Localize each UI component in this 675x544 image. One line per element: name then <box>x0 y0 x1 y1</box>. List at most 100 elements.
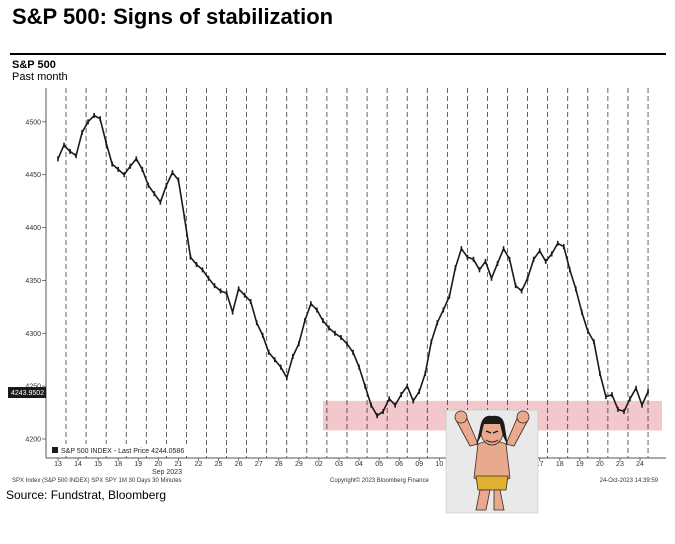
chart-subtitle: Past month <box>12 71 68 83</box>
data-point <box>406 383 409 389</box>
data-point <box>575 286 577 292</box>
plot-area <box>46 88 666 458</box>
data-point <box>292 354 294 360</box>
data-point <box>243 292 246 298</box>
data-point <box>418 388 421 394</box>
data-point <box>123 172 126 178</box>
data-point <box>322 318 324 324</box>
legend-swatch <box>52 447 58 453</box>
data-point <box>75 153 77 159</box>
x-tick-label: 09 <box>415 461 423 468</box>
data-point <box>117 166 120 172</box>
data-point <box>538 248 541 254</box>
x-tick-label: 27 <box>255 461 263 468</box>
data-point <box>617 406 619 412</box>
x-tick-label: 14 <box>74 461 82 468</box>
data-point <box>159 199 162 205</box>
data-point <box>454 265 457 271</box>
data-point <box>99 116 101 122</box>
x-month-label: Sep 2023 <box>152 469 182 476</box>
data-point <box>466 254 469 260</box>
data-point <box>147 182 150 188</box>
data-point <box>328 325 330 331</box>
x-tick-label: 20 <box>154 461 162 468</box>
data-point <box>556 240 559 246</box>
x-tick-label: 19 <box>576 461 584 468</box>
y-tick-label: 4200 <box>25 436 41 443</box>
legend-label: S&P 500 INDEX - Last Price 4244.0586 <box>61 448 184 455</box>
data-point <box>382 408 384 414</box>
source-note: Source: Fundstrat, Bloomberg <box>6 488 167 502</box>
data-point <box>273 357 276 363</box>
data-point <box>448 293 451 299</box>
data-point <box>472 256 475 262</box>
data-point <box>412 398 415 404</box>
x-tick-label: 21 <box>175 461 183 468</box>
data-point <box>544 258 547 264</box>
x-tick-label: 10 <box>435 461 443 468</box>
data-point <box>611 392 613 398</box>
headline: S&P 500: Signs of stabilization <box>12 4 334 29</box>
x-tick-label: 13 <box>54 461 62 468</box>
data-point <box>587 328 589 334</box>
data-point <box>370 402 372 408</box>
x-tick-label: 18 <box>556 461 564 468</box>
data-point <box>520 288 523 294</box>
data-point <box>207 275 210 281</box>
x-tick-label: 18 <box>114 461 122 468</box>
data-point <box>153 191 156 197</box>
data-point <box>605 394 607 400</box>
y-tick-label: 4450 <box>25 172 41 179</box>
y-tick-label: 4300 <box>25 331 41 338</box>
data-point <box>562 244 565 250</box>
data-point <box>57 156 59 162</box>
data-point <box>460 246 463 252</box>
x-tick-label: 25 <box>215 461 223 468</box>
y-tick-label: 4400 <box>25 225 41 232</box>
data-point <box>647 388 649 394</box>
x-tick-label: 29 <box>295 461 303 468</box>
data-point <box>502 246 505 252</box>
data-point <box>623 408 625 414</box>
data-point <box>135 156 138 162</box>
data-point <box>388 396 390 402</box>
data-point <box>526 275 529 281</box>
data-point <box>436 320 439 326</box>
title-rule <box>10 53 666 55</box>
data-point <box>334 330 336 336</box>
data-point <box>105 140 107 146</box>
data-point <box>231 309 234 315</box>
data-point <box>490 275 493 281</box>
strongman-illustration <box>445 409 539 514</box>
x-tick-label: 15 <box>94 461 102 468</box>
data-point <box>629 396 631 402</box>
data-point <box>352 349 354 355</box>
x-tick-label: 04 <box>355 461 363 468</box>
data-point <box>599 370 601 376</box>
data-point <box>213 283 216 289</box>
data-point <box>532 256 535 262</box>
footer-left: SPX Index (S&P 500 INDEX) SPX SPY 1M 30 … <box>12 478 182 484</box>
last-price-label: 4243.9502 <box>11 390 44 397</box>
data-point <box>219 288 222 294</box>
data-point <box>171 170 174 176</box>
data-point <box>195 262 198 268</box>
data-point <box>364 383 366 389</box>
data-point <box>635 385 637 391</box>
data-point <box>568 267 571 273</box>
data-point <box>298 341 300 347</box>
last-price-box <box>8 387 46 399</box>
data-point <box>442 307 445 313</box>
data-point <box>81 129 83 135</box>
data-point <box>550 251 553 257</box>
x-tick-label: 23 <box>616 461 624 468</box>
data-point <box>255 320 258 326</box>
data-point <box>358 364 360 370</box>
footer-center: Copyright© 2023 Bloomberg Finance <box>330 477 429 484</box>
data-point <box>304 318 306 324</box>
footer-right: 24-Oct-2023 14:39:59 <box>600 478 659 484</box>
data-point <box>279 364 282 370</box>
data-point <box>581 309 583 315</box>
data-point <box>165 182 168 188</box>
